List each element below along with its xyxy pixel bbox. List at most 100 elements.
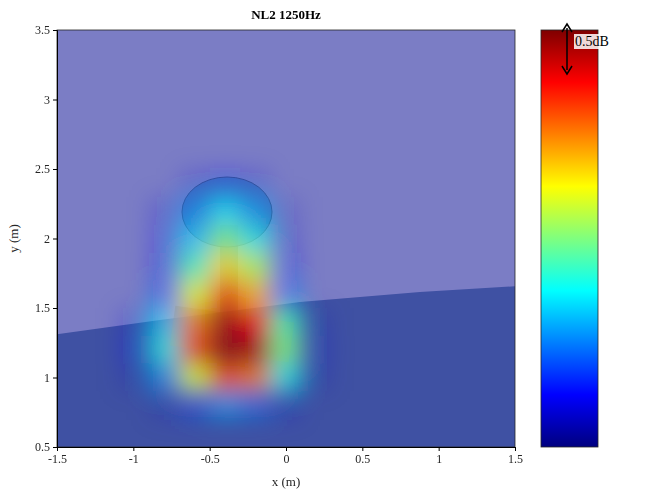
x-tick-mark bbox=[286, 447, 287, 451]
heat-cell bbox=[240, 280, 271, 308]
heat-cell bbox=[149, 336, 180, 364]
arrow-head bbox=[562, 24, 572, 32]
x-tick-mark bbox=[515, 447, 516, 451]
colorbar-arrow bbox=[562, 24, 572, 74]
heat-cell bbox=[149, 391, 180, 419]
heat-cell bbox=[210, 308, 241, 336]
heat-cell bbox=[210, 197, 241, 225]
heat-cell bbox=[179, 169, 210, 197]
y-tick-mark bbox=[53, 308, 57, 309]
heat-cell bbox=[210, 252, 241, 280]
heat-cell bbox=[301, 308, 332, 336]
x-tick-mark bbox=[439, 447, 440, 451]
x-tick-label: 0.5 bbox=[355, 452, 370, 466]
y-tick: 1.5 bbox=[35, 301, 57, 315]
x-tick-label: -0.5 bbox=[201, 452, 220, 466]
y-axis-title: y (m) bbox=[6, 224, 21, 253]
y-tick-mark bbox=[53, 169, 57, 170]
heat-cell bbox=[179, 280, 210, 308]
heat-cell bbox=[118, 308, 149, 336]
heat-cell bbox=[179, 308, 210, 336]
heat-cell bbox=[149, 280, 180, 308]
heat-cell bbox=[210, 336, 241, 364]
colorbar-label: 0.5dB bbox=[575, 34, 609, 49]
heat-cell bbox=[271, 225, 302, 253]
y-tick: 1 bbox=[44, 371, 57, 385]
heat-cell bbox=[240, 197, 271, 225]
heat-cell bbox=[271, 336, 302, 364]
heat-cell bbox=[240, 308, 271, 336]
heat-cell bbox=[179, 364, 210, 392]
heat-cell bbox=[271, 280, 302, 308]
heat-cell bbox=[271, 197, 302, 225]
y-axis: 0.5 1 1.5 2 2.5 3 3.5 bbox=[35, 23, 58, 454]
heat-cell bbox=[179, 225, 210, 253]
heat-cell bbox=[149, 197, 180, 225]
y-tick-mark bbox=[53, 378, 57, 379]
x-tick: 1.5 bbox=[508, 447, 523, 466]
y-tick: 0.5 bbox=[35, 440, 57, 454]
y-tick: 3 bbox=[44, 93, 57, 107]
arrow-head bbox=[562, 66, 572, 74]
ground bbox=[57, 286, 515, 447]
x-tick: -0.5 bbox=[201, 447, 220, 466]
heat-cell bbox=[149, 308, 180, 336]
x-tick: 0.5 bbox=[355, 447, 370, 466]
y-tick: 3.5 bbox=[35, 23, 57, 37]
x-axis-title: x (m) bbox=[272, 474, 301, 489]
heat-cell bbox=[240, 364, 271, 392]
x-tick-label: 1 bbox=[436, 452, 442, 466]
heat-cell bbox=[118, 364, 149, 392]
heat-cell bbox=[240, 252, 271, 280]
arrow-shaft bbox=[566, 28, 568, 70]
heat-cell bbox=[210, 280, 241, 308]
heat-cell bbox=[271, 364, 302, 392]
title: NL2 1250Hz bbox=[251, 7, 321, 22]
y-tick-mark bbox=[53, 447, 57, 448]
plot-frame bbox=[57, 30, 515, 447]
heat-cell bbox=[210, 225, 241, 253]
x-tick: 0 bbox=[284, 447, 290, 466]
x-tick-mark bbox=[362, 447, 363, 451]
x-tick-label: -1 bbox=[129, 452, 139, 466]
heat-map bbox=[57, 30, 515, 447]
heat-cell bbox=[179, 197, 210, 225]
x-axis: -1.5 -1 -0.5 0 0.5 1 1.5 bbox=[48, 447, 523, 466]
y-tick-mark bbox=[53, 30, 57, 31]
heat-cell bbox=[179, 391, 210, 419]
y-tick: 2.5 bbox=[35, 162, 57, 176]
chart: -1.5 -1 -0.5 0 0.5 1 1.5 0.5 1 1.5 2 2.5 3 3.5 NL2 125… bbox=[0, 0, 662, 497]
y-tick-mark bbox=[53, 239, 57, 240]
heat-cell bbox=[301, 364, 332, 392]
y-tick-label: 1 bbox=[44, 371, 50, 385]
heat-cell bbox=[240, 225, 271, 253]
heat-cell bbox=[179, 252, 210, 280]
heat-cell bbox=[240, 336, 271, 364]
label-background bbox=[574, 34, 610, 49]
heat-cell bbox=[149, 225, 180, 253]
x-tick: -1.5 bbox=[48, 447, 67, 466]
y-tick-label: 1.5 bbox=[35, 301, 50, 315]
x-tick-label: -1.5 bbox=[48, 452, 67, 466]
x-tick-mark bbox=[210, 447, 211, 451]
heat-cell bbox=[301, 336, 332, 364]
heat-cell bbox=[271, 308, 302, 336]
heat-cell bbox=[118, 336, 149, 364]
heat-cell bbox=[179, 336, 210, 364]
heat-cell bbox=[210, 169, 241, 197]
colorbar bbox=[541, 30, 598, 447]
heat-cell bbox=[210, 364, 241, 392]
y-tick-mark bbox=[53, 100, 57, 101]
heat-cell bbox=[271, 252, 302, 280]
x-axis-line bbox=[58, 448, 516, 452]
y-tick-label: 3.5 bbox=[35, 23, 50, 37]
y-tick-label: 2.5 bbox=[35, 162, 50, 176]
heat-cell bbox=[271, 391, 302, 419]
heat-cell bbox=[149, 364, 180, 392]
y-tick-label: 0.5 bbox=[35, 440, 50, 454]
heat-cell bbox=[210, 391, 241, 419]
y-axis-line bbox=[53, 31, 58, 448]
x-tick-label: 1.5 bbox=[508, 452, 523, 466]
y-tick-label: 2 bbox=[44, 232, 50, 246]
y-tick: 2 bbox=[44, 232, 57, 246]
